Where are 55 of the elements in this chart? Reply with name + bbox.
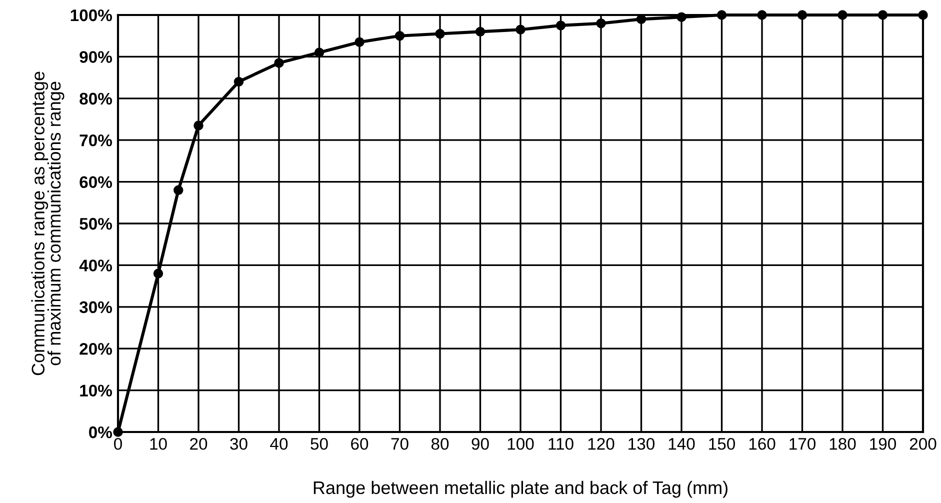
point <box>596 18 606 28</box>
x-tick-label: 40 <box>270 438 288 450</box>
x-tick-label: 10 <box>150 438 167 450</box>
point <box>314 48 324 58</box>
point <box>475 26 486 37</box>
point <box>113 427 123 437</box>
x-tick-label: 150 <box>709 438 736 450</box>
x-tick-label: 70 <box>391 438 408 450</box>
y-tick-label: 100% <box>70 9 112 22</box>
y-tick-label: 70% <box>80 134 112 146</box>
point <box>354 37 364 47</box>
x-tick-label: 190 <box>870 438 896 450</box>
y-tick-label: 60% <box>80 176 112 188</box>
y-tick-label: 20% <box>80 343 112 355</box>
point <box>838 10 848 20</box>
y-tick-label: 40% <box>79 260 112 272</box>
point <box>757 10 767 20</box>
x-tick-label: 120 <box>588 438 614 450</box>
x-tick-label: 180 <box>830 438 856 450</box>
point <box>716 10 727 20</box>
x-axis-title: Range between metallic plate and back of Tag (mm) <box>314 480 728 498</box>
y-tick-label: 30% <box>79 301 112 314</box>
point <box>394 30 405 41</box>
y-tick-label: 90% <box>80 51 112 63</box>
x-tick-label: 20 <box>190 438 208 450</box>
x-tick-label: 110 <box>548 438 574 450</box>
point <box>435 28 445 39</box>
point <box>234 76 244 87</box>
point <box>556 20 566 30</box>
x-tick-label: 170 <box>790 438 816 450</box>
y-tick-label: 10% <box>80 384 112 397</box>
y-tick-label: 0% <box>89 426 112 438</box>
x-tick-label: 30 <box>230 438 248 450</box>
y-axis-title: Communications range as percentage of maximum communications range <box>31 72 64 376</box>
point <box>676 12 686 22</box>
x-tick-label: 50 <box>310 438 328 450</box>
y-tick-label: 50% <box>80 218 112 230</box>
x-tick-label: 80 <box>431 438 449 450</box>
point <box>516 24 526 34</box>
x-tick-label: 200 <box>910 438 936 450</box>
point <box>174 185 184 195</box>
x-tick-label: 130 <box>628 438 655 450</box>
x-tick-label: 100 <box>508 438 534 450</box>
point <box>153 268 164 278</box>
point <box>274 58 284 68</box>
point <box>194 120 204 130</box>
x-tick-label: 160 <box>749 438 776 450</box>
y-tick-label: 80% <box>80 92 112 105</box>
point <box>797 10 808 20</box>
x-tick-label: 90 <box>472 438 489 450</box>
x-tick-label: 60 <box>351 438 368 450</box>
x-tick-label: 140 <box>668 438 695 450</box>
point <box>918 10 928 20</box>
x-tick-label: 0 <box>114 438 122 450</box>
point <box>878 10 888 20</box>
